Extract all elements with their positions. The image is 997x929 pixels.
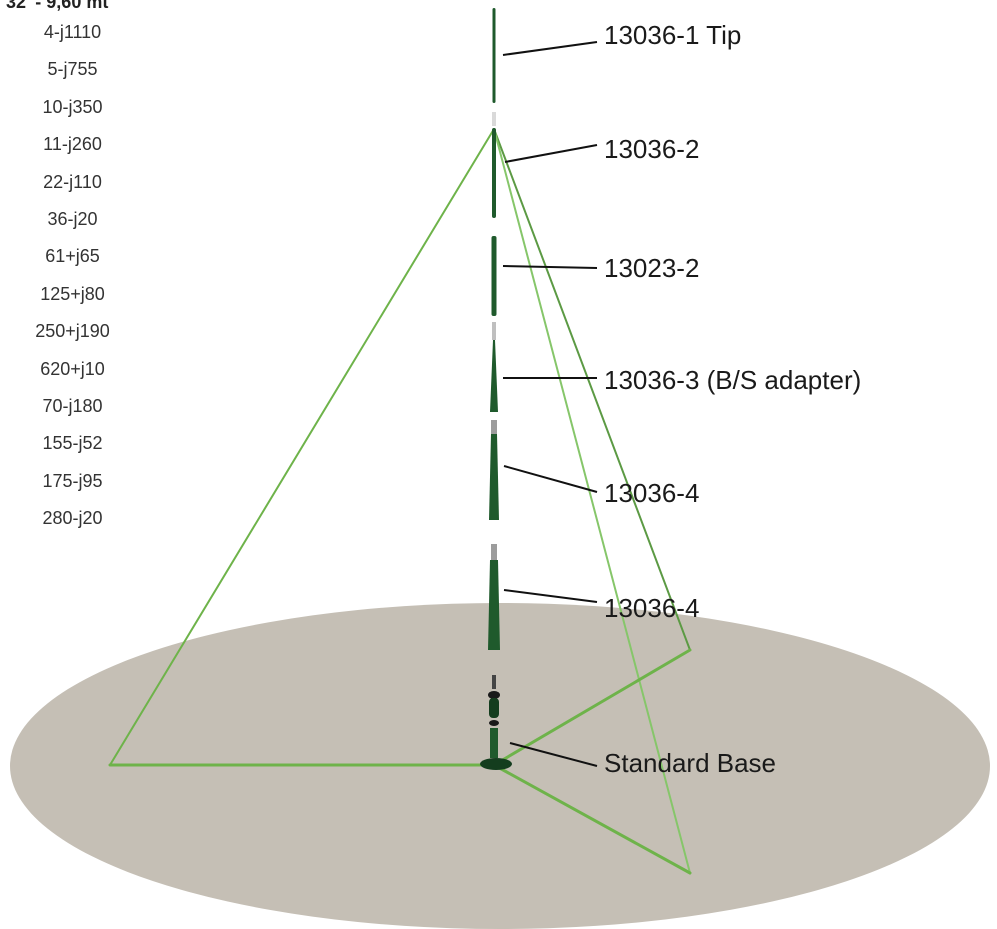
leader-lines bbox=[502, 41, 598, 767]
base-connector bbox=[492, 675, 496, 689]
antenna-length-heading: 32' - 9,60 mt bbox=[6, 0, 109, 12]
impedance-value: 125+j80 bbox=[40, 283, 105, 304]
guy-wire-right-front bbox=[493, 128, 691, 874]
base-knob-upper bbox=[488, 691, 500, 699]
radial-right-front bbox=[492, 763, 692, 875]
base-knob-lower bbox=[489, 720, 499, 726]
label-section-13023: 13023-2 bbox=[604, 253, 699, 283]
label-section-4-lower: 13036-4 bbox=[604, 593, 699, 623]
guy-wire-left bbox=[109, 128, 495, 766]
impedance-value: 70-j180 bbox=[42, 395, 103, 416]
adapter-section bbox=[490, 340, 498, 412]
guy-wire-right-rear bbox=[493, 128, 691, 651]
impedance-value: 620+j10 bbox=[40, 358, 105, 379]
impedance-value: 11-j260 bbox=[43, 134, 102, 155]
mast bbox=[480, 8, 512, 770]
impedance-value: 10-j350 bbox=[42, 96, 103, 117]
adapter-gap-marker bbox=[492, 322, 496, 340]
radial-right-rear bbox=[492, 648, 692, 767]
impedance-value: 280-j20 bbox=[42, 508, 103, 529]
base-body bbox=[489, 698, 499, 718]
impedance-value: 36-j20 bbox=[47, 208, 98, 229]
impedance-values: 4-j1110 5-j755 10-j350 11-j260 22-j110 3… bbox=[0, 14, 145, 537]
base-foot bbox=[480, 758, 512, 770]
leader-section-2 bbox=[504, 144, 598, 163]
leader-base bbox=[509, 742, 598, 767]
label-section-2: 13036-2 bbox=[604, 134, 699, 164]
leader-tip bbox=[502, 41, 598, 56]
section-4-lower bbox=[488, 560, 500, 650]
impedance-value: 61+j65 bbox=[45, 246, 100, 267]
mast-gap-marker bbox=[492, 112, 496, 126]
impedance-value: 5-j755 bbox=[47, 59, 98, 80]
impedance-value: 250+j190 bbox=[35, 321, 110, 342]
callout-labels: 13036-1 Tip 13036-2 13023-2 13036-3 (B/S… bbox=[604, 20, 861, 778]
label-adapter: 13036-3 (B/S adapter) bbox=[604, 365, 861, 395]
section-4-lower-cap bbox=[491, 544, 497, 560]
label-base: Standard Base bbox=[604, 748, 776, 778]
section-2 bbox=[492, 128, 496, 218]
section-13023 bbox=[491, 236, 497, 316]
tip-section bbox=[492, 8, 496, 103]
leader-section-4-lower bbox=[503, 589, 598, 603]
impedance-list: 32' - 9,60 mt 4-j1110 5-j755 10-j350 11-… bbox=[0, 0, 145, 537]
impedance-value: 4-j1110 bbox=[43, 22, 102, 42]
label-tip: 13036-1 Tip bbox=[604, 20, 741, 50]
impedance-value: 155-j52 bbox=[42, 433, 103, 454]
impedance-value: 22-j110 bbox=[43, 171, 102, 192]
section-4-upper bbox=[489, 434, 499, 520]
radial-wires bbox=[108, 128, 692, 875]
section-4-upper-cap bbox=[491, 420, 497, 434]
impedance-value: 175-j95 bbox=[42, 470, 103, 491]
leader-section-4-upper bbox=[503, 465, 598, 493]
base-stem bbox=[490, 728, 498, 758]
label-section-4-upper: 13036-4 bbox=[604, 478, 699, 508]
leader-section-13023 bbox=[502, 265, 598, 269]
